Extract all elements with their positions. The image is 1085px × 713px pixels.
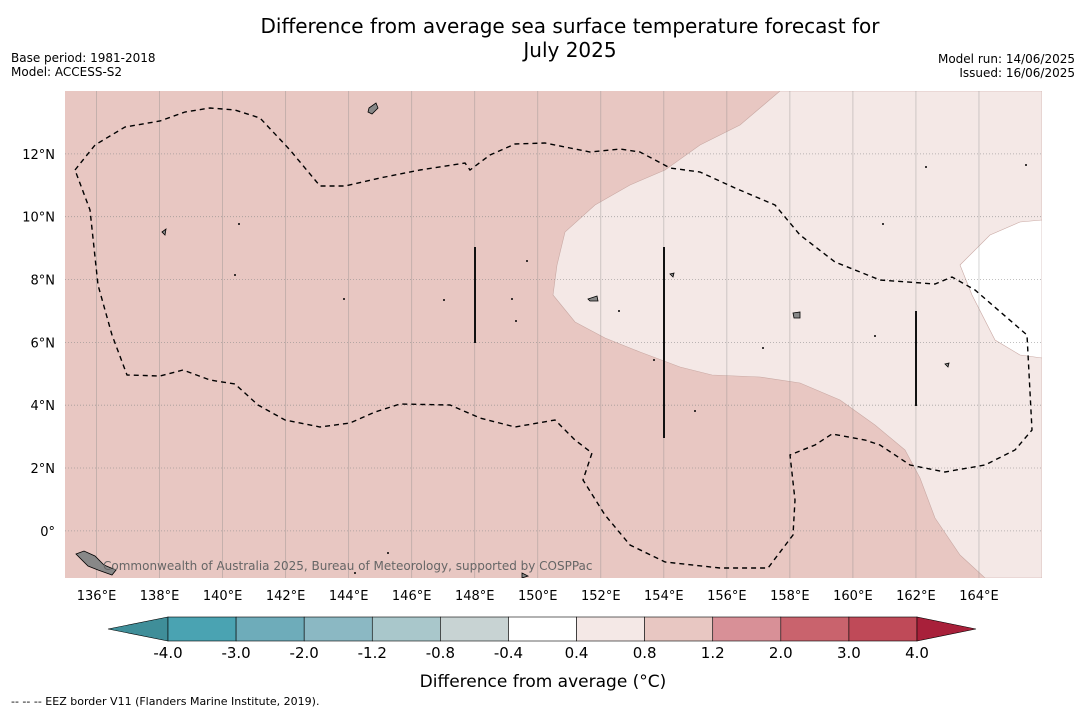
colorbar-tick: 0.4 [565, 644, 589, 662]
colorbar-segment [167, 616, 237, 642]
base-period: Base period: 1981-2018 [11, 51, 156, 65]
colorbar-extend-high [916, 616, 977, 642]
model-name: Model: ACCESS-S2 [11, 65, 123, 79]
atoll [882, 223, 884, 225]
colorbar-segment [303, 616, 373, 642]
island-small-a [669, 272, 675, 278]
colorbar-tick: -4.0 [153, 644, 182, 662]
island-pohnpei [792, 311, 801, 319]
title-line-1: Difference from average sea surface temp… [260, 14, 880, 38]
colorbar-segment [644, 616, 714, 642]
run-info-right: Model run: 14/06/2025 Issued: 16/06/2025 [938, 52, 1075, 80]
colorbar-segment [440, 616, 509, 642]
colorbar-tick: 3.0 [837, 644, 861, 662]
map-title: Difference from average sea surface temp… [220, 14, 920, 62]
colorbar-tick: -0.8 [426, 644, 455, 662]
lon-label: 150°E [518, 589, 558, 604]
map-plot-area: Commonwealth of Australia 2025, Bureau o… [65, 91, 1042, 578]
lon-label: 152°E [581, 589, 621, 604]
island-new-guinea [75, 550, 117, 576]
colorbar-segment [780, 616, 850, 642]
atoll [343, 298, 345, 300]
atoll [354, 572, 356, 574]
latitude-labels: 12°N 10°N 8°N 6°N 4°N 2°N 0° [22, 148, 55, 540]
colorbar-tick: -1.2 [358, 644, 387, 662]
longitude-labels: 136°E 138°E 140°E 142°E 144°E 146°E 148°E 150°E… [77, 589, 999, 604]
eez-borders [74, 107, 1033, 569]
lon-label: 162°E [896, 589, 936, 604]
lon-label: 154°E [644, 589, 684, 604]
colorbar-segment [508, 616, 577, 642]
colorbar-label: Difference from average (°C) [420, 672, 667, 692]
eez-separators [474, 247, 917, 438]
lon-label: 146°E [392, 589, 432, 604]
atoll [387, 552, 389, 554]
colorbar-tick-labels: -4.0 -3.0 -2.0 -1.2 -0.8 -0.4 0.4 0.8 1.2 2.0 3.0 4… [153, 644, 929, 662]
lat-label: 2°N [31, 462, 56, 477]
anomaly-fill-neutral [959, 219, 1042, 359]
run-info-left: Base period: 1981-2018 Model: ACCESS-S2 [11, 51, 156, 79]
eez-border-west [74, 107, 1033, 569]
island-manus [521, 572, 530, 578]
colorbar-segment [712, 616, 782, 642]
lon-label: 144°E [329, 589, 369, 604]
colorbar-extend-low [107, 616, 169, 642]
colorbar-segment [576, 616, 645, 642]
island-chuuk [587, 295, 599, 302]
lat-label: 6°N [31, 336, 56, 351]
atoll [234, 274, 236, 276]
lon-label: 164°E [959, 589, 999, 604]
lat-label: 4°N [31, 399, 56, 414]
colorbar-tick: 4.0 [905, 644, 929, 662]
colorbar-segment [848, 616, 918, 642]
colorbar-tick: 1.2 [701, 644, 725, 662]
lon-label: 142°E [266, 589, 306, 604]
colorbar-tick: -2.0 [290, 644, 319, 662]
lat-label: 10°N [22, 211, 55, 226]
gridlines [65, 91, 1042, 578]
island-kosrae [944, 362, 950, 368]
lat-label: 8°N [31, 274, 56, 289]
atoll [238, 223, 240, 225]
title-line-2: July 2025 [523, 38, 617, 62]
atoll [694, 410, 696, 412]
lon-label: 158°E [770, 589, 810, 604]
atoll [1025, 164, 1027, 166]
model-run: Model run: 14/06/2025 [937, 52, 1075, 66]
atoll [526, 260, 528, 262]
colorbar-tick: -0.4 [494, 644, 523, 662]
copyright-text: Commonwealth of Australia 2025, Bureau o… [103, 559, 593, 573]
island-palau [161, 228, 167, 236]
atoll [618, 310, 620, 312]
colorbar-tick: 2.0 [769, 644, 793, 662]
colorbar-segment [371, 616, 441, 642]
lon-label: 156°E [707, 589, 747, 604]
colorbar-tick: -3.0 [221, 644, 250, 662]
eez-footnote: -- -- -- EEZ border V11 (Flanders Marine… [11, 695, 320, 708]
lat-label: 0° [40, 525, 55, 540]
atoll [511, 298, 513, 300]
lon-label: 140°E [203, 589, 243, 604]
islands [75, 102, 950, 578]
atolls [234, 164, 1027, 574]
issued-date: Issued: 16/06/2025 [959, 66, 1075, 80]
atoll [443, 299, 445, 301]
lon-label: 148°E [455, 589, 495, 604]
atoll [874, 335, 876, 337]
atoll [762, 347, 764, 349]
atoll [653, 359, 655, 361]
anomaly-fill-0.4-0.8 [552, 91, 1042, 578]
lon-label: 160°E [833, 589, 873, 604]
island-guam [367, 102, 379, 115]
lon-label: 138°E [140, 589, 180, 604]
colorbar [107, 616, 977, 642]
lat-label: 12°N [22, 148, 55, 163]
atoll [925, 166, 927, 168]
colorbar-tick: 0.8 [633, 644, 657, 662]
colorbar-segment [235, 616, 305, 642]
lon-label: 136°E [77, 589, 117, 604]
atoll [515, 320, 517, 322]
